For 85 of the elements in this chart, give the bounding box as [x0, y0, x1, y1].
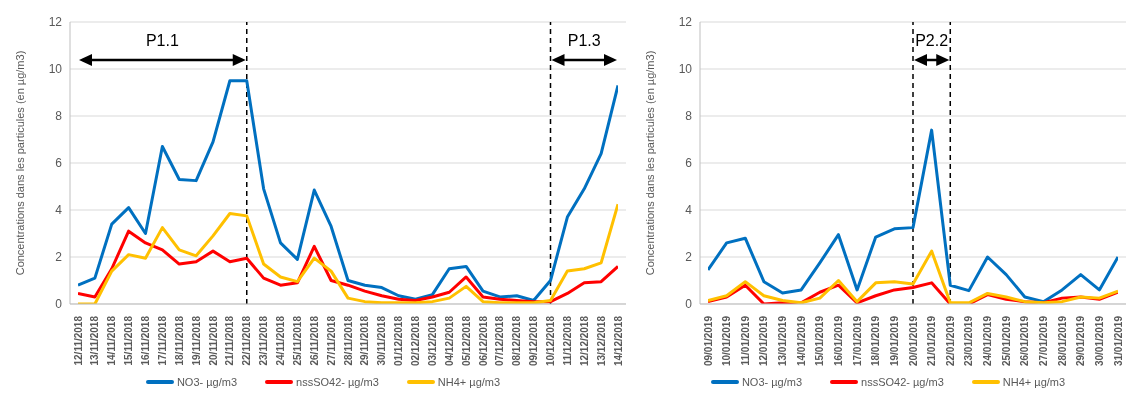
- y-tick-label: 10: [678, 62, 693, 77]
- annotation: P1.1: [145, 32, 179, 49]
- x-tick-label: 23/01/2019: [963, 315, 975, 367]
- line-series: [78, 229, 618, 304]
- x-tick-label: 14/12/2018: [612, 315, 624, 367]
- x-tick-label: 28/11/2018: [342, 315, 354, 366]
- x-tick-label: 13/12/2018: [595, 315, 607, 367]
- x-tick-label: 03/12/2018: [426, 315, 438, 367]
- y-tick-label: 12: [678, 15, 693, 30]
- x-tick-label: 10/12/2018: [545, 315, 556, 367]
- x-tick-label: 18/11/2018: [173, 315, 185, 366]
- x-tick-label: 16/11/2018: [140, 315, 151, 366]
- legend-label: NO3- µg/m3: [741, 376, 803, 388]
- x-tick-label: 28/01/2019: [1056, 315, 1068, 367]
- x-tick-label: 21/01/2019: [926, 315, 938, 367]
- x-tick-label: 09/01/2019: [702, 315, 714, 367]
- y-tick-label: 8: [55, 109, 63, 124]
- x-tick-label: 24/11/2018: [275, 315, 286, 366]
- x-tick-label: 18/01/2019: [870, 315, 882, 367]
- x-tick-label: 23/11/2018: [258, 315, 270, 366]
- x-tick-label: 29/01/2019: [1075, 315, 1087, 367]
- line-series: [708, 249, 1118, 304]
- annotation: P2.2: [915, 32, 949, 49]
- x-tick-label: 26/11/2018: [308, 315, 320, 366]
- x-tick-label: 13/11/2018: [89, 315, 101, 366]
- x-tick-label: 30/11/2018: [376, 315, 388, 366]
- y-tick-label: 0: [685, 297, 693, 312]
- x-tick-label: 05/12/2018: [460, 315, 472, 367]
- x-tick-label: 12/11/2018: [72, 315, 84, 366]
- legend-label: NO3- µg/m3: [176, 376, 238, 388]
- x-tick-label: 31/01/2019: [1112, 315, 1124, 367]
- x-tick-label: 24/01/2019: [982, 315, 994, 367]
- y-tick-label: 2: [685, 250, 693, 265]
- x-tick-label: 04/12/2018: [443, 315, 455, 367]
- x-tick-label: 27/11/2018: [325, 315, 337, 366]
- y-tick-label: 10: [48, 62, 63, 77]
- x-tick-label: 30/01/2019: [1093, 315, 1105, 367]
- x-tick-label: 01/12/2018: [393, 315, 405, 367]
- x-tick-label: 29/11/2018: [359, 315, 371, 366]
- x-tick-label: 17/01/2019: [851, 315, 863, 367]
- annotation: P1.3: [567, 32, 601, 49]
- x-tick-label: 22/11/2018: [241, 315, 253, 366]
- x-tick-label: 12/12/2018: [578, 315, 590, 367]
- x-tick-label: 17/11/2018: [156, 315, 168, 366]
- x-tick-label: 12/01/2019: [758, 315, 770, 367]
- y-tick-label: 6: [685, 156, 693, 171]
- x-tick-label: 15/01/2019: [814, 315, 826, 367]
- x-tick-label: 25/11/2018: [291, 315, 303, 366]
- x-tick-label: 14/01/2019: [795, 315, 807, 367]
- y-axis-title: Concentrations dans les particules (en µg/m3): [13, 50, 26, 276]
- x-tick-label: 09/12/2018: [528, 315, 540, 367]
- y-tick-label: 8: [685, 109, 693, 124]
- x-tick-label: 19/11/2018: [190, 315, 202, 366]
- x-tick-label: 07/12/2018: [494, 315, 506, 367]
- x-tick-label: 15/11/2018: [123, 315, 135, 366]
- x-tick-label: 14/11/2018: [106, 315, 118, 366]
- x-tick-label: 08/12/2018: [511, 315, 523, 367]
- x-tick-label: 20/01/2019: [907, 315, 919, 367]
- y-tick-label: 0: [55, 297, 63, 312]
- x-tick-label: 06/12/2018: [477, 315, 489, 367]
- legend-label: NH4+ µg/m3: [1002, 376, 1066, 388]
- x-tick-label: 25/01/2019: [1000, 315, 1012, 367]
- y-tick-label: 12: [48, 15, 63, 30]
- legend-label: nssSO42- µg/m3: [861, 376, 944, 388]
- x-tick-label: 02/12/2018: [410, 315, 421, 367]
- y-axis-title: Concentrations dans les particules (en µg/m3): [643, 50, 656, 276]
- line-series: [78, 79, 618, 302]
- x-tick-label: 10/01/2019: [721, 315, 733, 367]
- x-tick-label: 13/01/2019: [777, 315, 789, 367]
- y-tick-label: 4: [685, 203, 693, 218]
- x-tick-label: 16/01/2019: [832, 315, 844, 367]
- legend-label: nssSO42- µg/m3: [296, 376, 379, 388]
- x-tick-label: 27/01/2019: [1037, 315, 1049, 367]
- x-tick-label: 22/01/2019: [944, 315, 956, 367]
- y-tick-label: 4: [55, 203, 63, 218]
- legend-label: NH4+ µg/m3: [437, 376, 501, 388]
- x-tick-label: 26/01/2019: [1019, 315, 1031, 367]
- x-tick-label: 19/01/2019: [888, 315, 900, 367]
- y-tick-label: 2: [55, 250, 63, 265]
- x-tick-label: 11/01/2019: [739, 315, 751, 366]
- x-tick-label: 11/12/2018: [561, 315, 573, 366]
- line-series: [708, 128, 1118, 304]
- y-tick-label: 6: [55, 156, 63, 171]
- x-tick-label: 21/11/2018: [224, 315, 236, 366]
- x-tick-label: 20/11/2018: [207, 315, 219, 366]
